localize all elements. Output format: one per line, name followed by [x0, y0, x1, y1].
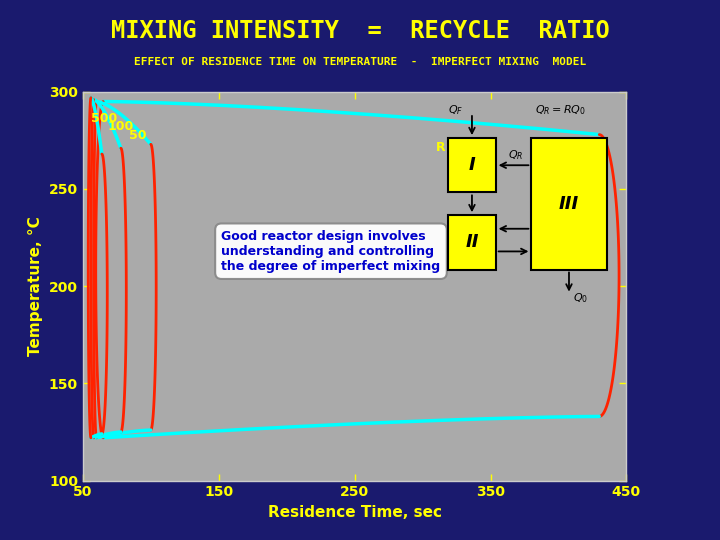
- FancyBboxPatch shape: [448, 138, 495, 192]
- Text: 500: 500: [91, 112, 117, 125]
- FancyBboxPatch shape: [531, 138, 606, 269]
- Text: $Q_0$: $Q_0$: [573, 291, 588, 305]
- FancyBboxPatch shape: [448, 215, 495, 269]
- Text: Good reactor design involves
understanding and controlling
the degree of imperfe: Good reactor design involves understandi…: [222, 230, 441, 273]
- Text: EFFECT OF RESIDENCE TIME ON TEMPERATURE  -  IMPERFECT MIXING  MODEL: EFFECT OF RESIDENCE TIME ON TEMPERATURE …: [134, 57, 586, 67]
- Text: $Q_F$: $Q_F$: [448, 103, 464, 117]
- Text: I: I: [469, 156, 475, 174]
- Text: 100: 100: [107, 120, 133, 133]
- Text: III: III: [559, 195, 579, 213]
- Y-axis label: Temperature, °C: Temperature, °C: [28, 217, 43, 356]
- Text: II: II: [465, 233, 479, 251]
- Text: 50: 50: [129, 130, 146, 143]
- Text: MIXING INTENSITY  =  RECYCLE  RATIO: MIXING INTENSITY = RECYCLE RATIO: [111, 19, 609, 43]
- Text: R = 10: R = 10: [436, 141, 482, 154]
- X-axis label: Residence Time, sec: Residence Time, sec: [268, 505, 441, 520]
- Text: $Q_R$: $Q_R$: [508, 148, 523, 162]
- Text: $Q_R = RQ_0$: $Q_R = RQ_0$: [535, 103, 586, 117]
